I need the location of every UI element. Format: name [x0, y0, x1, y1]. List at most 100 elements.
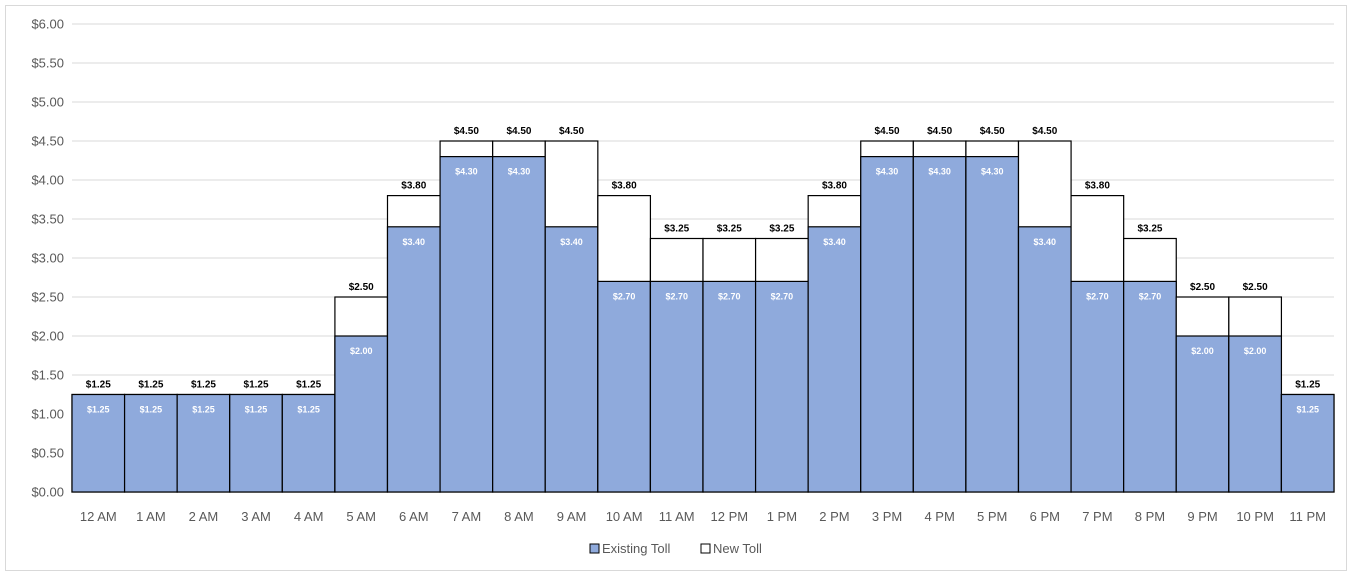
new-toll-label: $4.50 [875, 126, 900, 137]
new-toll-label: $2.50 [349, 282, 374, 293]
y-tick-label: $5.50 [31, 56, 64, 71]
x-tick-label: 1 PM [767, 509, 797, 524]
x-tick-label: 8 AM [504, 509, 534, 524]
x-tick-label: 12 AM [80, 509, 117, 524]
y-tick-label: $2.50 [31, 290, 64, 305]
new-toll-label: $3.25 [1137, 224, 1162, 235]
new-toll-label: $3.80 [401, 181, 426, 192]
new-toll-label: $1.25 [138, 380, 163, 391]
legend: Existing Toll New Toll [589, 541, 762, 556]
x-tick-label: 4 PM [924, 509, 954, 524]
existing-toll-label: $4.30 [508, 167, 531, 177]
legend-label-new: New Toll [713, 541, 762, 556]
existing-toll-label: $3.40 [1034, 237, 1057, 247]
existing-toll-bar [912, 156, 967, 493]
x-tick-label: 1 AM [136, 509, 166, 524]
existing-toll-label: $1.25 [1296, 405, 1319, 415]
existing-toll-label: $4.30 [981, 167, 1004, 177]
legend-swatch-new [700, 543, 711, 554]
new-toll-label: $3.80 [822, 181, 847, 192]
existing-toll-bar [702, 280, 757, 493]
existing-toll-label: $1.25 [140, 405, 163, 415]
y-tick-label: $6.00 [31, 17, 64, 32]
existing-toll-bar [229, 393, 283, 493]
existing-toll-bar [1123, 280, 1177, 493]
new-toll-label: $1.25 [296, 380, 321, 391]
new-toll-label: $1.25 [1295, 380, 1320, 391]
y-tick-label: $0.50 [31, 446, 64, 461]
x-tick-label: 2 AM [189, 509, 219, 524]
new-toll-label: $2.50 [1190, 282, 1215, 293]
existing-toll-bar [860, 156, 914, 493]
new-toll-label: $4.50 [454, 126, 479, 137]
existing-toll-bar [754, 280, 809, 493]
existing-toll-label: $4.30 [455, 167, 478, 177]
legend-swatch-existing [589, 543, 600, 554]
existing-toll-label: $2.00 [350, 346, 373, 356]
existing-toll-label: $1.25 [245, 405, 268, 415]
existing-toll-bar [544, 226, 599, 493]
y-tick-label: $4.50 [31, 134, 64, 149]
x-tick-label: 9 PM [1187, 509, 1217, 524]
x-tick-label: 10 AM [606, 509, 643, 524]
new-toll-label: $3.80 [612, 181, 637, 192]
existing-toll-bar [597, 280, 652, 493]
new-toll-label: $3.25 [769, 224, 794, 235]
existing-toll-bar [386, 226, 441, 493]
existing-toll-label: $2.70 [665, 291, 688, 301]
y-tick-label: $5.00 [31, 95, 64, 110]
existing-toll-bar [965, 156, 1020, 493]
x-tick-label: 2 PM [819, 509, 849, 524]
x-tick-label: 6 AM [399, 509, 429, 524]
existing-toll-bar [1017, 226, 1072, 493]
x-tick-label: 5 AM [346, 509, 376, 524]
new-toll-label: $4.50 [1032, 126, 1057, 137]
x-tick-label: 6 PM [1030, 509, 1060, 524]
new-toll-label: $4.50 [927, 126, 952, 137]
existing-toll-label: $1.25 [87, 405, 110, 415]
new-toll-label: $4.50 [506, 126, 531, 137]
y-tick-label: $1.50 [31, 368, 64, 383]
new-toll-label: $2.50 [1243, 282, 1268, 293]
existing-toll-bar [649, 280, 704, 493]
x-tick-label: 12 PM [711, 509, 749, 524]
existing-toll-label: $2.70 [771, 291, 794, 301]
x-tick-label: 8 PM [1135, 509, 1165, 524]
x-tick-label: 7 AM [452, 509, 482, 524]
existing-toll-bar [492, 156, 546, 493]
existing-toll-bar [334, 335, 389, 493]
bars [71, 140, 1335, 493]
new-toll-label: $4.50 [559, 126, 584, 137]
existing-toll-label: $3.40 [560, 237, 583, 247]
new-toll-label: $3.25 [717, 224, 742, 235]
existing-toll-label: $1.25 [297, 405, 320, 415]
existing-toll-label: $2.70 [613, 291, 636, 301]
existing-toll-bar [1175, 335, 1230, 493]
existing-toll-label: $3.40 [403, 237, 426, 247]
existing-toll-label: $4.30 [928, 167, 951, 177]
y-tick-label: $3.00 [31, 251, 64, 266]
y-tick-label: $0.00 [31, 485, 64, 500]
legend-label-existing: Existing Toll [602, 541, 671, 556]
existing-toll-label: $4.30 [876, 167, 899, 177]
y-tick-label: $4.00 [31, 173, 64, 188]
new-toll-label: $4.50 [980, 126, 1005, 137]
y-axis-ticks: $0.00 $0.50 $1.00 $1.50 $2.00 $2.50 $3.00 $3.50… [31, 17, 64, 500]
existing-toll-label: $2.70 [1139, 291, 1162, 301]
existing-toll-bar [123, 393, 178, 493]
existing-toll-label: $1.25 [192, 405, 215, 415]
existing-toll-label: $2.00 [1244, 346, 1267, 356]
existing-toll-bar [281, 393, 336, 493]
y-tick-label: $2.00 [31, 329, 64, 344]
data-labels: $1.25 $1.25 $1.25 $1.25 $1.25 $1.25 $1.25 $1.25… [86, 126, 1321, 415]
existing-toll-label: $2.00 [1191, 346, 1214, 356]
existing-toll-bar [807, 226, 862, 493]
existing-toll-label: $2.70 [1086, 291, 1109, 301]
existing-toll-bar [71, 393, 126, 493]
existing-toll-bar [1228, 335, 1283, 493]
x-tick-label: 3 AM [241, 509, 271, 524]
existing-toll-bar [176, 393, 231, 493]
y-tick-label: $3.50 [31, 212, 64, 227]
new-toll-label: $1.25 [191, 380, 216, 391]
